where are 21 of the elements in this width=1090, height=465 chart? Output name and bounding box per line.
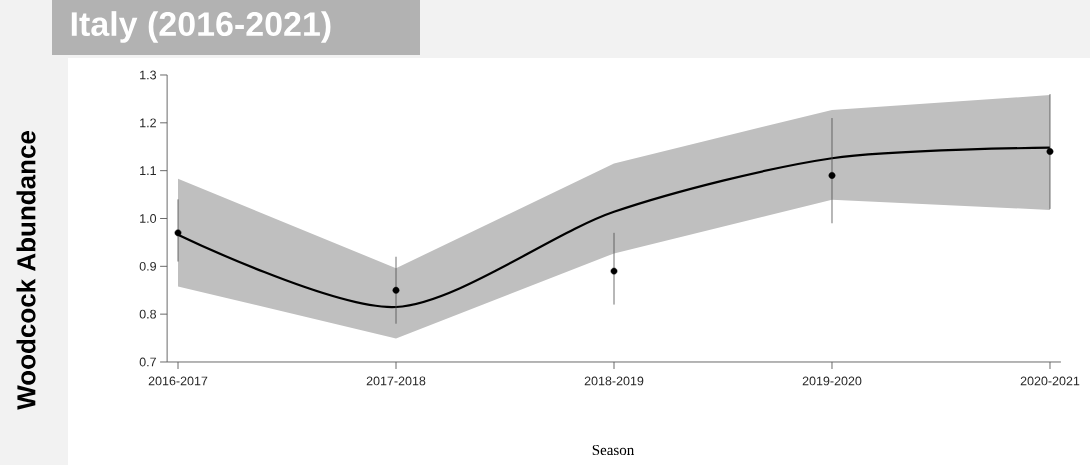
chart-title: Italy (2016-2021) — [71, 11, 331, 43]
y-tick-label: 1.1 — [140, 166, 156, 175]
x-tick-label: 2020-2021 — [1020, 376, 1080, 386]
y-tick-label: 1.3 — [140, 70, 157, 80]
x-axis-title: Season — [592, 444, 635, 456]
point — [1046, 148, 1054, 155]
point — [828, 172, 836, 179]
point — [174, 229, 182, 237]
y-axis-title: Woodcock Abundance — [16, 131, 36, 410]
y-tick-label: 0.9 — [139, 261, 156, 271]
y-tick-label: 0.8 — [139, 309, 157, 319]
point — [392, 286, 400, 294]
x-tick-label: 2017-2018 — [366, 376, 426, 386]
y-tick-label: 1.2 — [140, 118, 156, 128]
line-series — [176, 146, 1052, 309]
y-tick-label: 1.0 — [140, 214, 157, 223]
x-tick-label: 2019-2020 — [802, 376, 862, 386]
point — [610, 267, 618, 275]
x-tick-label: 2018-2019 — [584, 376, 644, 386]
y-tick-label: 0.7 — [139, 357, 156, 367]
x-tick-label: 2016-2017 — [148, 376, 208, 386]
